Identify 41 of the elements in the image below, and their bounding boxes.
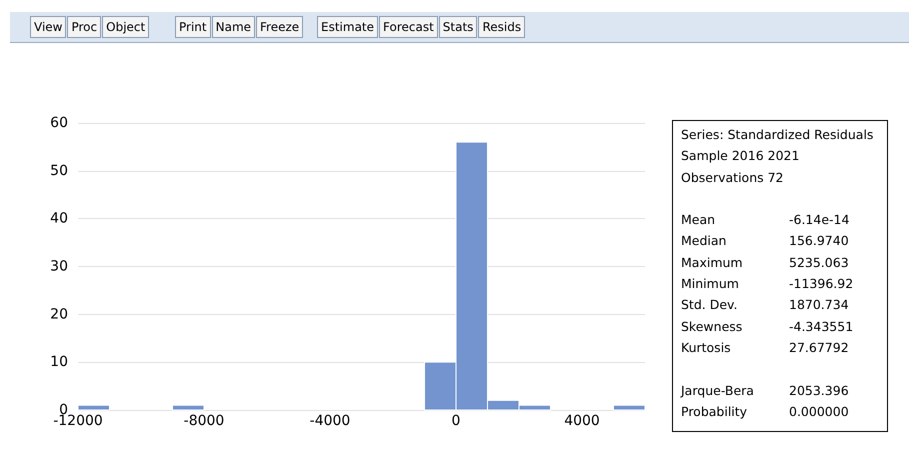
toolbar-button: Stats — [438, 16, 478, 38]
text: Kurtosis — [681, 340, 731, 355]
text: Skewness — [681, 318, 742, 334]
text: Sample 2016 2021 — [681, 148, 800, 164]
toolbar-button: View — [30, 16, 66, 38]
toolbar-button: Object — [102, 16, 150, 38]
text: Median — [681, 233, 726, 248]
text: Series: Standardized Residuals — [681, 127, 874, 142]
toolbar-button: Forecast — [379, 16, 438, 38]
y-tick-label: 60 — [50, 115, 68, 131]
toolbar-button: Name — [212, 16, 256, 38]
x-tick-label: -4000 — [310, 413, 350, 429]
text: -11396.92 — [789, 276, 854, 292]
text: 0.000000 — [789, 404, 849, 419]
toolbar-button: Estimate — [317, 16, 378, 38]
text: 156.9740 — [789, 233, 849, 248]
y-tick-label: 50 — [50, 162, 68, 179]
x-tick-label: -8000 — [184, 413, 224, 429]
y-tick-label: 30 — [50, 258, 68, 274]
text: Minimum — [681, 276, 739, 292]
toolbar-button: Resids — [478, 16, 526, 38]
text: -4.343551 — [789, 318, 854, 334]
text: 2053.396 — [789, 382, 849, 398]
toolbar-button: Print — [175, 16, 211, 38]
text: Maximum — [681, 254, 743, 270]
y-tick-label: 20 — [50, 306, 68, 322]
text: -6.14e-14 — [789, 212, 850, 228]
text: Jarque-Bera — [681, 382, 754, 398]
text: Mean — [681, 212, 716, 228]
x-tick-label: 0 — [452, 413, 460, 429]
y-tick-label: 10 — [50, 354, 68, 370]
text: 27.67792 — [789, 340, 849, 355]
toolbar-button: Freeze — [256, 16, 304, 38]
text: Probability — [681, 404, 748, 419]
text: 5235.063 — [789, 254, 849, 270]
y-tick-label: 40 — [50, 210, 68, 227]
text: 1870.734 — [789, 297, 849, 312]
x-tick-label: 4000 — [564, 413, 600, 429]
text: Observations 72 — [681, 170, 784, 185]
text: Std. Dev. — [681, 297, 738, 312]
toolbar-button: Proc — [67, 16, 102, 38]
